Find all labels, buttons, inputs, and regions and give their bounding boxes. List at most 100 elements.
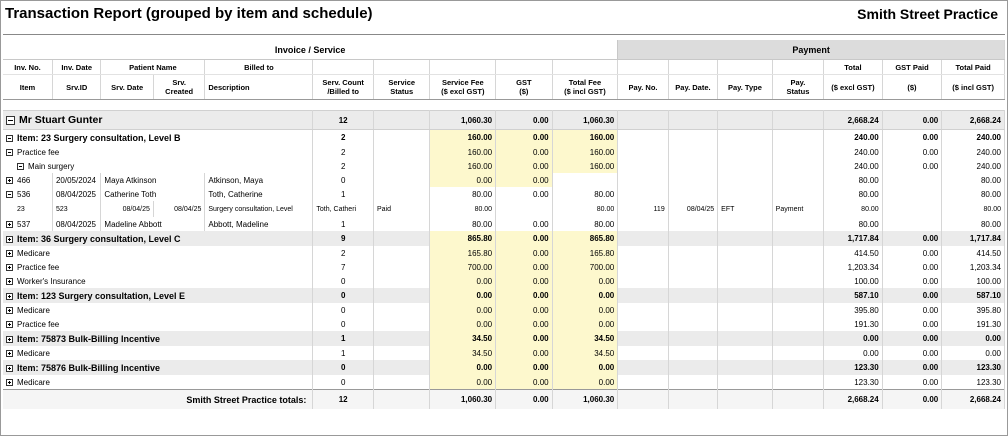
item-gst: 0.00 bbox=[495, 360, 553, 375]
invoice-count: 1 bbox=[312, 187, 374, 201]
col-description[interactable]: Description bbox=[204, 74, 314, 100]
collapse-icon[interactable] bbox=[17, 162, 24, 170]
invoice-number: 537 bbox=[17, 219, 31, 229]
schedule-row[interactable]: Medicare 0 0.00 0.00 0.00 395.80 0.00 39… bbox=[3, 303, 1005, 317]
expand-icon[interactable] bbox=[6, 320, 13, 328]
schedule-row[interactable]: Practice fee 0 0.00 0.00 0.00 191.30 0.0… bbox=[3, 317, 1005, 331]
col-serv-count[interactable]: Serv. Count/Billed to bbox=[312, 74, 374, 100]
schedule-row[interactable]: Worker's Insurance 0 0.00 0.00 0.00 100.… bbox=[3, 274, 1005, 288]
location-pay-total: 240.00 bbox=[823, 159, 883, 173]
item-row[interactable]: Item: 75876 Bulk-Billing Incentive 0 0.0… bbox=[3, 360, 1005, 375]
schedule-name: Practice fee bbox=[17, 147, 60, 157]
payment-date: 08/04/25 bbox=[668, 201, 719, 217]
expand-icon[interactable] bbox=[6, 176, 13, 184]
col-srv-id[interactable]: Srv.ID bbox=[52, 74, 102, 100]
band-header-row: Invoice / Service Payment bbox=[3, 40, 1005, 60]
item-count: 2 bbox=[312, 129, 374, 145]
schedule-count: 7 bbox=[312, 260, 374, 274]
schedule-count: 2 bbox=[312, 145, 374, 159]
schedule-count: 0 bbox=[312, 317, 374, 331]
expand-icon[interactable] bbox=[6, 277, 13, 285]
collapse-icon[interactable] bbox=[6, 148, 13, 156]
col-service-fee[interactable]: Service Fee ($ excl GST) bbox=[429, 74, 497, 100]
invoice-total-paid: 80.00 bbox=[941, 187, 1005, 201]
item-row[interactable]: Item: 75873 Bulk-Billing Incentive 1 34.… bbox=[3, 331, 1005, 346]
expand-icon[interactable] bbox=[6, 292, 13, 300]
col-inv-no[interactable]: Inv. No. bbox=[3, 59, 53, 75]
service-status: Paid bbox=[373, 201, 431, 217]
totals-gst-paid: 0.00 bbox=[882, 389, 943, 409]
expand-icon[interactable] bbox=[6, 364, 13, 372]
patient-total: 1,060.30 bbox=[552, 110, 619, 130]
col-total-paid[interactable]: Total Paid bbox=[941, 59, 1005, 75]
schedule-pay-total: 0.00 bbox=[823, 346, 883, 360]
item-row[interactable]: Item: 123 Surgery consultation, Level E … bbox=[3, 288, 1005, 303]
col-total-paid-incl[interactable]: ($ incl GST) bbox=[941, 74, 1005, 100]
expand-icon[interactable] bbox=[6, 306, 13, 314]
item-gst-paid: 0.00 bbox=[882, 360, 943, 375]
col-pay-type[interactable]: Pay. Type bbox=[717, 74, 773, 100]
patient-row[interactable]: Mr Stuart Gunter 12 1,060.30 0.00 1,060.… bbox=[3, 110, 1005, 130]
col-gst-paid-unit[interactable]: ($) bbox=[882, 74, 943, 100]
service-item: 23 bbox=[3, 201, 53, 217]
col-total-fee[interactable]: Total Fee ($ incl GST) bbox=[552, 74, 619, 100]
schedule-row[interactable]: Medicare 0 0.00 0.00 0.00 123.30 0.00 12… bbox=[3, 375, 1005, 390]
col-patient-name[interactable]: Patient Name bbox=[100, 59, 206, 75]
schedule-gst: 0.00 bbox=[495, 317, 553, 331]
service-row[interactable]: 23 523 08/04/25 08/04/25 Surgery consult… bbox=[3, 201, 1005, 217]
item-fee: 160.00 bbox=[429, 129, 497, 145]
col-srv-date[interactable]: Srv. Date bbox=[100, 74, 154, 100]
collapse-icon[interactable] bbox=[6, 134, 13, 142]
expand-icon[interactable] bbox=[6, 235, 13, 243]
col-item[interactable]: Item bbox=[3, 74, 53, 100]
expand-icon[interactable] bbox=[6, 378, 13, 386]
col-service-status[interactable]: Service Status bbox=[373, 74, 431, 100]
expand-icon[interactable] bbox=[6, 220, 13, 228]
col-pay-no[interactable]: Pay. No. bbox=[617, 74, 669, 100]
schedule-total-paid: 191.30 bbox=[941, 317, 1005, 331]
schedule-fee: 165.80 bbox=[429, 246, 497, 260]
expand-icon[interactable] bbox=[6, 263, 13, 271]
invoice-patient: Maya Atkinson bbox=[100, 173, 206, 187]
schedule-row[interactable]: Medicare 2 165.80 0.00 165.80 414.50 0.0… bbox=[3, 246, 1005, 260]
invoice-fee: 80.00 bbox=[429, 217, 497, 231]
totals-pay-total: 2,668.24 bbox=[823, 389, 883, 409]
patient-fee: 1,060.30 bbox=[429, 110, 497, 130]
schedule-gst-paid: 0.00 bbox=[882, 317, 943, 331]
collapse-icon[interactable] bbox=[6, 190, 13, 198]
schedule-row[interactable]: Medicare 1 34.50 0.00 34.50 0.00 0.00 0.… bbox=[3, 346, 1005, 360]
invoice-row[interactable]: 466 20/05/2024 Maya Atkinson Atkinson, M… bbox=[3, 173, 1005, 187]
location-row[interactable]: Main surgery 2 160.00 0.00 160.00 240.00… bbox=[3, 159, 1005, 173]
schedule-gst: 0.00 bbox=[495, 145, 553, 159]
schedule-row[interactable]: Practice fee 7 700.00 0.00 700.00 1,203.… bbox=[3, 260, 1005, 274]
item-fee: 865.80 bbox=[429, 231, 497, 246]
totals-total: 1,060.30 bbox=[552, 389, 619, 409]
patient-total-paid: 2,668.24 bbox=[941, 110, 1005, 130]
col-gst[interactable]: GST ($) bbox=[495, 74, 553, 100]
col-total-excl[interactable]: ($ excl GST) bbox=[823, 74, 883, 100]
col-inv-date[interactable]: Inv. Date bbox=[52, 59, 102, 75]
col-gst-paid[interactable]: GST Paid bbox=[882, 59, 943, 75]
item-count: 0 bbox=[312, 360, 374, 375]
expand-icon[interactable] bbox=[6, 349, 13, 357]
col-srv-created[interactable]: Srv. Created bbox=[153, 74, 206, 100]
invoice-service-band: Invoice / Service bbox=[3, 40, 619, 60]
schedule-total-paid: 395.80 bbox=[941, 303, 1005, 317]
invoice-row[interactable]: 536 08/04/2025 Catherine Toth Toth, Cath… bbox=[3, 187, 1005, 201]
col-pay-status[interactable]: Pay. Status bbox=[772, 74, 825, 100]
invoice-billed-to: Abbott, Madeline bbox=[204, 217, 314, 231]
collapse-icon[interactable] bbox=[6, 115, 15, 125]
expand-icon[interactable] bbox=[6, 249, 13, 257]
item-name: Item: 123 Surgery consultation, Level E bbox=[17, 290, 186, 301]
schedule-row[interactable]: Practice fee 2 160.00 0.00 160.00 240.00… bbox=[3, 145, 1005, 159]
invoice-row[interactable]: 537 08/04/2025 Madeline Abbott Abbott, M… bbox=[3, 217, 1005, 231]
item-row[interactable]: Item: 23 Surgery consultation, Level B 2… bbox=[3, 129, 1005, 145]
col-pay-date[interactable]: Pay. Date. bbox=[668, 74, 719, 100]
col-billed-to[interactable]: Billed to bbox=[204, 59, 314, 75]
item-gst: 0.00 bbox=[495, 288, 553, 303]
expand-icon[interactable] bbox=[6, 335, 13, 343]
schedule-gst: 0.00 bbox=[495, 246, 553, 260]
item-row[interactable]: Item: 36 Surgery consultation, Level C 9… bbox=[3, 231, 1005, 246]
service-description: Surgery consultation, Level bbox=[204, 201, 314, 217]
col-total[interactable]: Total bbox=[823, 59, 883, 75]
